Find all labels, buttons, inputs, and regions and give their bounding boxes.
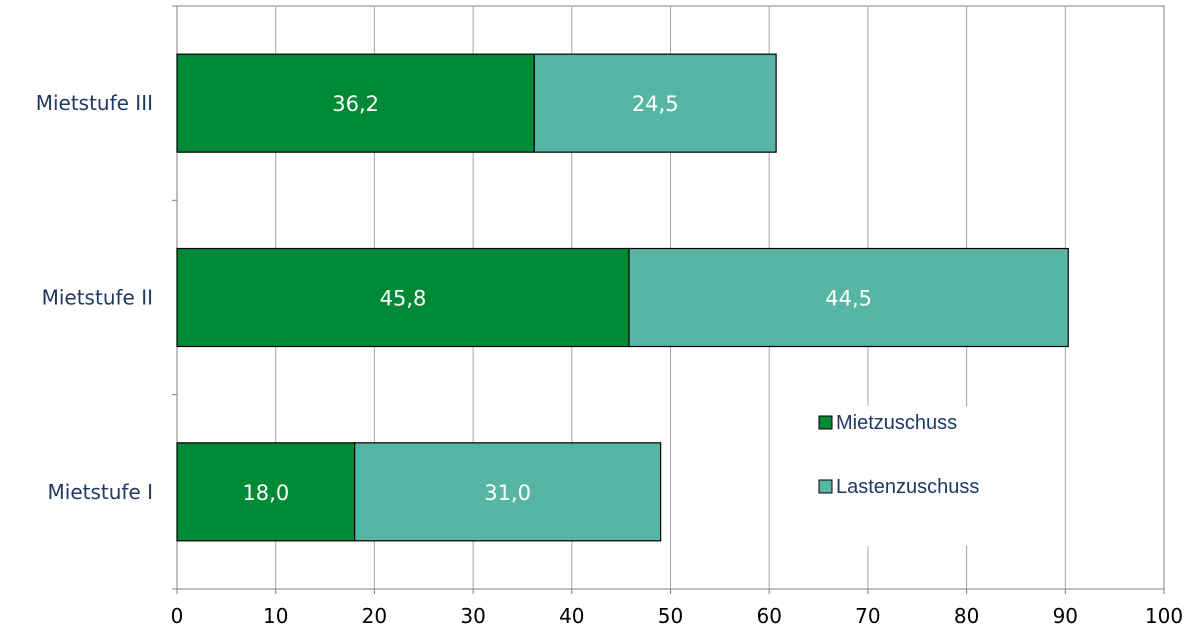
x-tick-label: 80: [954, 604, 979, 628]
data-label: 36,2: [332, 92, 379, 116]
legend-swatch-mietzuschuss: [818, 415, 833, 430]
data-label: 45,8: [380, 287, 427, 311]
x-tick-label: 60: [756, 604, 781, 628]
bar-lastenzuschuss-1: [533, 53, 777, 153]
bar-mietzuschuss-2: [176, 247, 630, 348]
bar-lastenzuschuss-2: [628, 247, 1069, 348]
x-tick-label: 100: [1145, 604, 1183, 628]
legend: Mietzuschuss Lastenzuschuss: [798, 406, 998, 546]
x-tick-label: 90: [1053, 604, 1078, 628]
x-tick-label: 10: [263, 604, 288, 628]
data-label: 24,5: [632, 92, 679, 116]
x-tick-label: 30: [460, 604, 485, 628]
data-labels: 36,2 24,5 45,8 44,5 18,0 31,0: [242, 92, 872, 505]
bar-lastenzuschuss-3: [354, 442, 662, 542]
y-category-label: Mietstufe II: [42, 286, 153, 310]
data-label: 18,0: [242, 481, 289, 505]
x-tick-label: 0: [171, 604, 184, 628]
x-tick-label: 40: [559, 604, 584, 628]
bar-mietzuschuss-1: [176, 53, 535, 153]
bar-mietzuschuss-3: [176, 442, 356, 542]
y-axis: Mietstufe III Mietstufe II Mietstufe I: [36, 5, 177, 590]
legend-label-mietzuschuss: Mietzuschuss: [836, 412, 957, 434]
x-tick-label: 70: [855, 604, 880, 628]
legend-label-lastenzuschuss: Lastenzuschuss: [836, 476, 979, 498]
x-tick-label: 20: [362, 604, 387, 628]
x-tick-label: 50: [658, 604, 683, 628]
x-axis: 0 10 20 30 40 50 60 70 80 90 100: [171, 589, 1183, 628]
legend-swatch-lastenzuschuss: [818, 479, 833, 494]
bars: [176, 53, 1069, 542]
y-category-label: Mietstufe III: [36, 91, 153, 115]
y-category-label: Mietstufe I: [48, 480, 154, 504]
data-label: 31,0: [484, 481, 531, 505]
data-label: 44,5: [825, 287, 872, 311]
